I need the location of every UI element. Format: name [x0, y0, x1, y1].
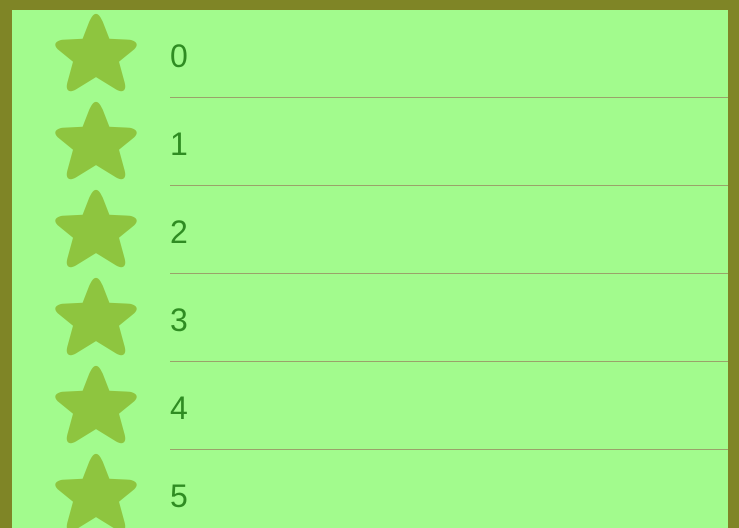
list-item-label: 2: [170, 214, 188, 250]
list-item-label: 1: [170, 126, 188, 162]
star-icon: [48, 274, 144, 366]
list-item[interactable]: 1: [12, 98, 728, 186]
list-item[interactable]: 0: [12, 10, 728, 98]
list-item-label: 0: [170, 38, 188, 74]
star-icon: [48, 98, 144, 190]
row-divider: [170, 97, 728, 98]
row-divider: [170, 361, 728, 362]
list-item-label: 3: [170, 302, 188, 338]
row-divider: [170, 185, 728, 186]
list-item[interactable]: 2: [12, 186, 728, 274]
list-item[interactable]: 5: [12, 450, 728, 528]
star-icon: [48, 450, 144, 528]
list-item[interactable]: 4: [12, 362, 728, 450]
star-icon: [48, 186, 144, 278]
list-item[interactable]: 3: [12, 274, 728, 362]
list-item-label: 5: [170, 478, 188, 514]
list-item-label: 4: [170, 390, 188, 426]
row-divider: [170, 449, 728, 450]
row-divider: [170, 273, 728, 274]
star-icon: [48, 10, 144, 102]
star-list[interactable]: 0 1 2 3 4: [12, 10, 728, 528]
star-icon: [48, 362, 144, 454]
